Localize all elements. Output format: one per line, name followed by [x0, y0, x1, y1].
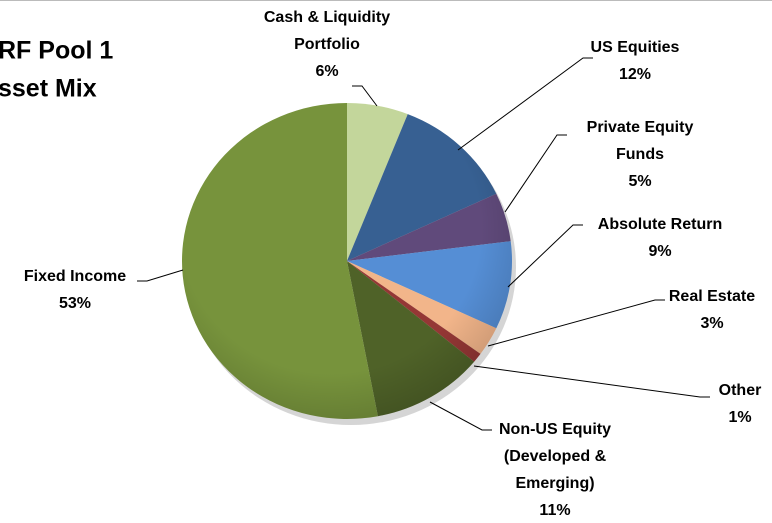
slice-label: Portfolio — [294, 36, 360, 53]
value-label: 3% — [700, 315, 723, 332]
leader-line — [504, 134, 567, 213]
value-label: 9% — [648, 243, 671, 260]
slice-label: Absolute Return — [598, 216, 722, 233]
value-label: 11% — [539, 502, 570, 519]
slice-label: Cash & Liquidity — [264, 9, 390, 26]
slice-label: Funds — [616, 146, 664, 163]
leader-line — [457, 57, 593, 151]
slice-label: Real Estate — [669, 288, 755, 305]
leader-line — [137, 269, 184, 282]
slice-label: Fixed Income — [24, 268, 126, 285]
slice-label: Emerging) — [515, 475, 594, 492]
value-label: 6% — [315, 63, 338, 80]
leader-line — [352, 85, 378, 107]
slice-label: Private Equity — [587, 119, 694, 136]
value-label: 53% — [59, 295, 91, 312]
value-label: 1% — [728, 409, 751, 426]
slice-label: (Developed & — [504, 448, 607, 465]
pie-shade — [182, 103, 512, 419]
value-label: 12% — [619, 66, 651, 83]
slice-label: Other — [719, 382, 762, 399]
leader-line — [429, 401, 492, 431]
slice-label: US Equities — [591, 39, 680, 56]
leader-line — [473, 365, 710, 398]
leader-line — [487, 299, 665, 347]
leader-line — [507, 224, 583, 288]
slice-label: Non-US Equity — [499, 421, 611, 438]
value-label: 5% — [628, 173, 651, 190]
chart-title: RF Pool 1 — [0, 37, 113, 65]
chart-title: sset Mix — [0, 75, 97, 103]
